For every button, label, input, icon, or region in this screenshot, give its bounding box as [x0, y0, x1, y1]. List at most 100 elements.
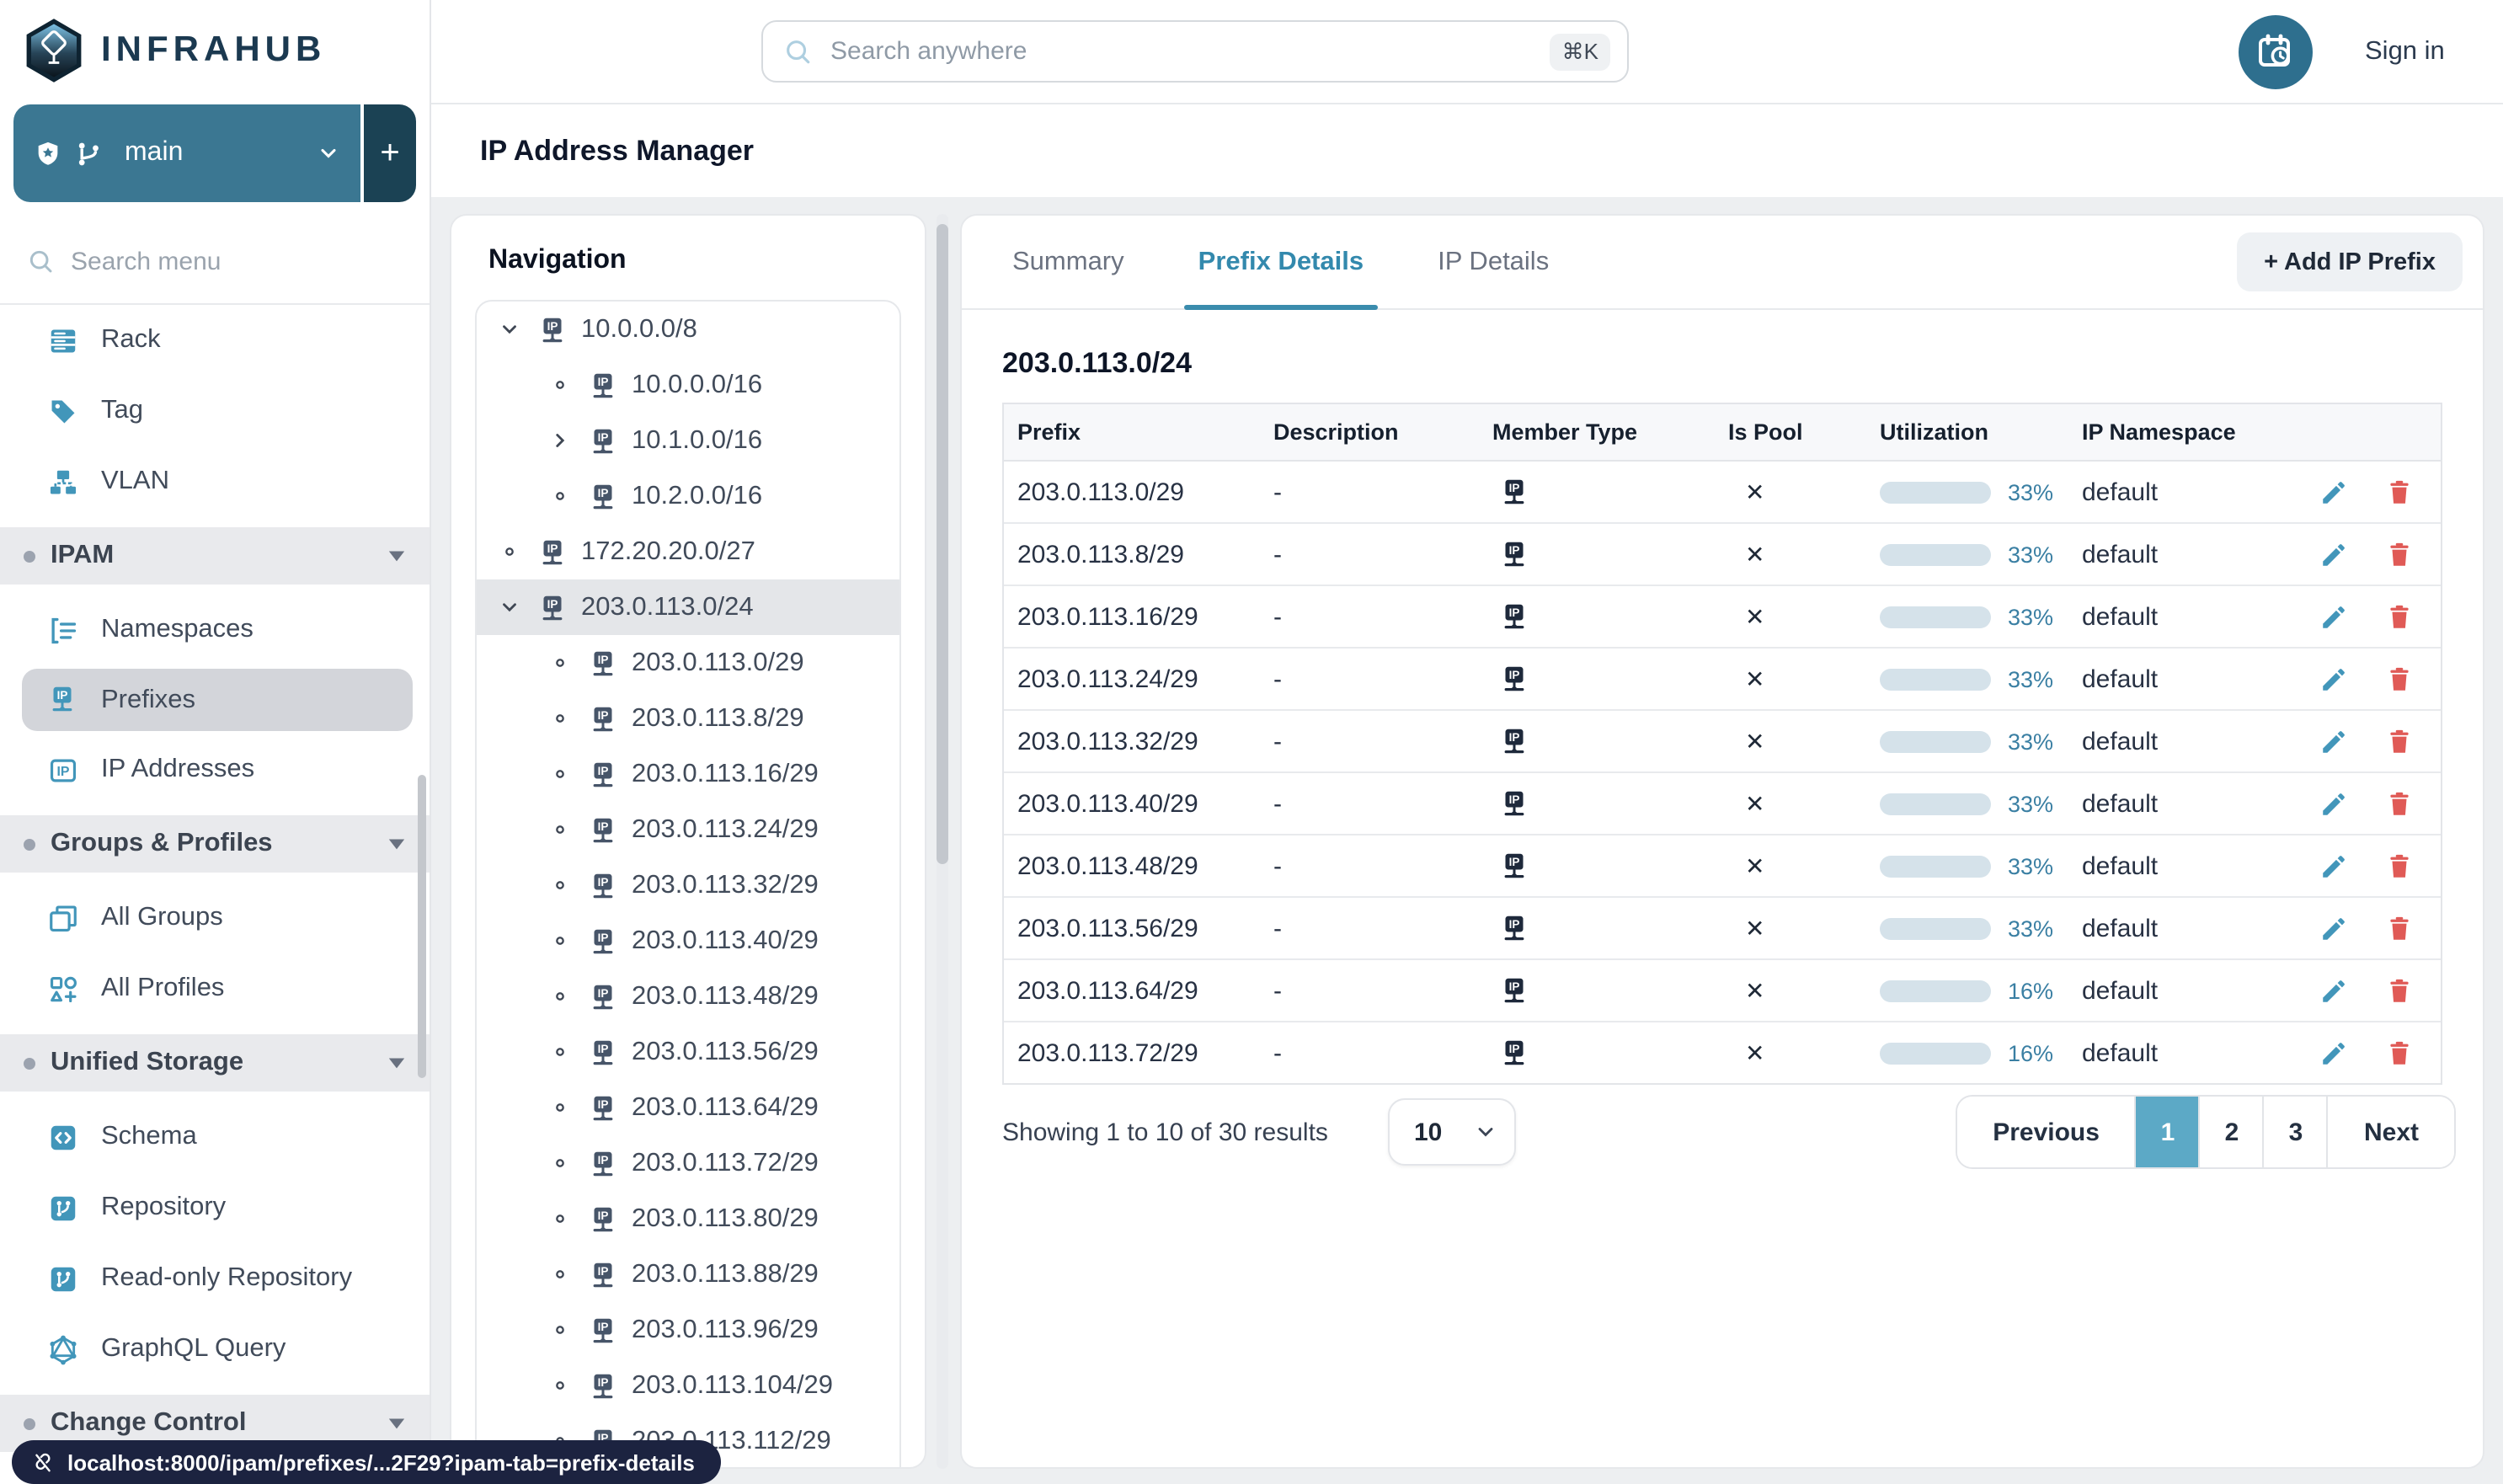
tree-item-10-1-0-0-16[interactable]: IP 10.1.0.0/16: [477, 413, 899, 468]
leaf-bullet-icon[interactable]: [494, 536, 524, 567]
leaf-bullet-icon[interactable]: [544, 759, 574, 789]
navigation-scrollbar-thumb[interactable]: [937, 224, 948, 864]
add-ip-prefix-button[interactable]: + Add IP Prefix: [2237, 232, 2463, 291]
sidebar-section-groups-profiles[interactable]: Groups & Profiles: [0, 815, 430, 873]
leaf-bullet-icon[interactable]: [544, 703, 574, 734]
brand-logo[interactable]: INFRAHUB: [0, 0, 430, 98]
leaf-bullet-icon[interactable]: [544, 648, 574, 678]
sidebar-item-prefixes[interactable]: IP Prefixes: [22, 669, 413, 731]
tree-item-203-0-113-72-29[interactable]: IP 203.0.113.72/29: [477, 1135, 899, 1191]
leaf-bullet-icon[interactable]: [544, 481, 574, 511]
chevron-down-icon[interactable]: [494, 592, 524, 622]
edit-prefix-button[interactable]: [2319, 665, 2348, 693]
page-size-select[interactable]: 10: [1388, 1098, 1517, 1166]
sidebar-item-all-groups[interactable]: All Groups: [0, 883, 430, 953]
sidebar-section-unified-storage[interactable]: Unified Storage: [0, 1034, 430, 1092]
tree-item-203-0-113-64-29[interactable]: IP 203.0.113.64/29: [477, 1080, 899, 1135]
sidebar-item-schema[interactable]: Schema: [0, 1102, 430, 1172]
edit-prefix-button[interactable]: [2319, 789, 2348, 818]
menu-search[interactable]: Search menu: [0, 219, 430, 305]
delete-prefix-button[interactable]: [2385, 851, 2414, 880]
delete-prefix-button[interactable]: [2385, 540, 2414, 569]
sidebar-scrollbar[interactable]: [418, 775, 426, 1078]
sidebar-item-graphql-query[interactable]: GraphQL Query: [0, 1314, 430, 1385]
edit-prefix-button[interactable]: [2319, 1038, 2348, 1067]
add-branch-button[interactable]: +: [364, 104, 416, 202]
table-row-203-0-113-16-29[interactable]: 203.0.113.16/29 - IP ✕ 33% default: [1004, 586, 2441, 649]
leaf-bullet-icon[interactable]: [544, 1148, 574, 1178]
delete-prefix-button[interactable]: [2385, 665, 2414, 693]
edit-prefix-button[interactable]: [2319, 540, 2348, 569]
previous-page-button[interactable]: Previous: [1957, 1097, 2135, 1167]
tree-item-203-0-113-56-29[interactable]: IP 203.0.113.56/29: [477, 1024, 899, 1080]
table-row-203-0-113-72-29[interactable]: 203.0.113.72/29 - IP ✕ 16% default: [1004, 1022, 2441, 1083]
tree-item-203-0-113-32-29[interactable]: IP 203.0.113.32/29: [477, 857, 899, 913]
page-button-1[interactable]: 1: [2134, 1097, 2199, 1167]
schedule-button[interactable]: [2239, 15, 2313, 89]
chevron-right-icon[interactable]: [544, 425, 574, 456]
leaf-bullet-icon[interactable]: [544, 814, 574, 845]
sidebar-section-ipam[interactable]: IPAM: [0, 527, 430, 585]
delete-prefix-button[interactable]: [2385, 727, 2414, 755]
tree-item-203-0-113-24-29[interactable]: IP 203.0.113.24/29: [477, 802, 899, 857]
tree-item-203-0-113-0-29[interactable]: IP 203.0.113.0/29: [477, 635, 899, 691]
table-row-203-0-113-0-29[interactable]: 203.0.113.0/29 - IP ✕ 33% default: [1004, 462, 2441, 524]
table-row-203-0-113-8-29[interactable]: 203.0.113.8/29 - IP ✕ 33% default: [1004, 524, 2441, 586]
sidebar-item-tag[interactable]: Tag: [0, 376, 430, 446]
tree-item-203-0-113-104-29[interactable]: IP 203.0.113.104/29: [477, 1358, 899, 1413]
tree-item-10-2-0-0-16[interactable]: IP 10.2.0.0/16: [477, 468, 899, 524]
navigation-scrollbar[interactable]: [937, 214, 948, 1469]
leaf-bullet-icon[interactable]: [544, 981, 574, 1012]
leaf-bullet-icon[interactable]: [544, 1315, 574, 1345]
tree-item-10-0-0-0-8[interactable]: IP 10.0.0.0/8: [477, 302, 899, 357]
page-button-2[interactable]: 2: [2198, 1097, 2263, 1167]
next-page-button[interactable]: Next: [2326, 1097, 2454, 1167]
tree-item-203-0-113-8-29[interactable]: IP 203.0.113.8/29: [477, 691, 899, 746]
leaf-bullet-icon[interactable]: [544, 370, 574, 400]
table-row-203-0-113-32-29[interactable]: 203.0.113.32/29 - IP ✕ 33% default: [1004, 711, 2441, 773]
edit-prefix-button[interactable]: [2319, 478, 2348, 506]
edit-prefix-button[interactable]: [2319, 914, 2348, 942]
sidebar-item-ip-addresses[interactable]: IP IP Addresses: [0, 734, 430, 805]
table-row-203-0-113-48-29[interactable]: 203.0.113.48/29 - IP ✕ 33% default: [1004, 835, 2441, 898]
delete-prefix-button[interactable]: [2385, 914, 2414, 942]
tree-item-172-20-20-0-27[interactable]: IP 172.20.20.0/27: [477, 524, 899, 579]
tree-item-203-0-113-16-29[interactable]: IP 203.0.113.16/29: [477, 746, 899, 802]
delete-prefix-button[interactable]: [2385, 976, 2414, 1005]
sidebar-item-read-only-repository[interactable]: Read-only Repository: [0, 1243, 430, 1314]
leaf-bullet-icon[interactable]: [544, 926, 574, 956]
table-row-203-0-113-56-29[interactable]: 203.0.113.56/29 - IP ✕ 33% default: [1004, 898, 2441, 960]
tab-ip-details[interactable]: IP Details: [1438, 247, 1550, 275]
leaf-bullet-icon[interactable]: [544, 1259, 574, 1289]
leaf-bullet-icon[interactable]: [544, 870, 574, 900]
leaf-bullet-icon[interactable]: [544, 1370, 574, 1401]
page-button-3[interactable]: 3: [2262, 1097, 2327, 1167]
tree-item-203-0-113-88-29[interactable]: IP 203.0.113.88/29: [477, 1246, 899, 1302]
sidebar-item-repository[interactable]: Repository: [0, 1172, 430, 1243]
leaf-bullet-icon[interactable]: [544, 1204, 574, 1234]
sidebar-item-all-profiles[interactable]: All Profiles: [0, 953, 430, 1024]
sidebar-item-namespaces[interactable]: Namespaces: [0, 595, 430, 665]
tree-item-203-0-113-80-29[interactable]: IP 203.0.113.80/29: [477, 1191, 899, 1246]
tree-item-203-0-113-96-29[interactable]: IP 203.0.113.96/29: [477, 1302, 899, 1358]
edit-prefix-button[interactable]: [2319, 851, 2348, 880]
edit-prefix-button[interactable]: [2319, 727, 2348, 755]
delete-prefix-button[interactable]: [2385, 602, 2414, 631]
leaf-bullet-icon[interactable]: [544, 1092, 574, 1123]
sidebar-item-rack[interactable]: Rack: [0, 305, 430, 376]
tab-summary[interactable]: Summary: [1012, 247, 1124, 275]
table-row-203-0-113-40-29[interactable]: 203.0.113.40/29 - IP ✕ 33% default: [1004, 773, 2441, 835]
edit-prefix-button[interactable]: [2319, 602, 2348, 631]
tree-item-10-0-0-0-16[interactable]: IP 10.0.0.0/16: [477, 357, 899, 413]
sidebar-item-vlan[interactable]: VLAN: [0, 446, 430, 517]
table-row-203-0-113-24-29[interactable]: 203.0.113.24/29 - IP ✕ 33% default: [1004, 649, 2441, 711]
global-search-input[interactable]: [827, 35, 1535, 67]
tree-item-203-0-113-40-29[interactable]: IP 203.0.113.40/29: [477, 913, 899, 969]
branch-dropdown[interactable]: main: [13, 104, 360, 202]
delete-prefix-button[interactable]: [2385, 789, 2414, 818]
delete-prefix-button[interactable]: [2385, 478, 2414, 506]
leaf-bullet-icon[interactable]: [544, 1037, 574, 1067]
tree-item-203-0-113-48-29[interactable]: IP 203.0.113.48/29: [477, 969, 899, 1024]
chevron-down-icon[interactable]: [494, 314, 524, 344]
global-search[interactable]: ⌘K: [761, 20, 1629, 83]
